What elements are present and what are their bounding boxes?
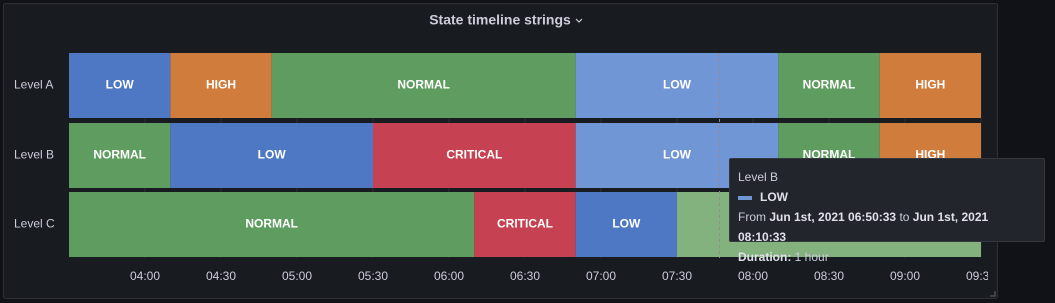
to-label: to: [899, 210, 910, 224]
tooltip-duration: Duration: 1 hour: [738, 247, 1036, 267]
state-segment: [778, 53, 880, 118]
state-label: NORMAL: [803, 78, 856, 92]
duration-value: 1 hour: [794, 250, 829, 264]
state-label: HIGH: [915, 78, 945, 92]
x-tick-label: 07:00: [586, 269, 616, 283]
from-label: From: [738, 210, 766, 224]
x-tick-label: 04:30: [206, 269, 236, 283]
state-segment: [879, 53, 981, 118]
tooltip: Level B LOW From Jun 1st, 2021 06:50:33 …: [729, 158, 1045, 264]
state-segment: [575, 192, 677, 257]
x-tick-label: 08:00: [738, 269, 768, 283]
state-label: LOW: [663, 148, 692, 162]
state-label: LOW: [258, 148, 287, 162]
state-label: NORMAL: [397, 78, 450, 92]
x-tick-label: 06:30: [510, 269, 540, 283]
x-tick-label: 05:00: [282, 269, 312, 283]
state-segment: [474, 192, 576, 257]
state-label: HIGH: [206, 78, 236, 92]
state-segment: [575, 53, 779, 118]
tooltip-swatch: [738, 195, 752, 200]
duration-label: Duration:: [738, 250, 792, 264]
x-tick-label: 06:00: [434, 269, 464, 283]
x-tick-label: 07:30: [662, 269, 692, 283]
state-segment: [170, 123, 373, 188]
x-tick-label: 08:30: [814, 269, 844, 283]
tooltip-state-name: LOW: [760, 190, 788, 204]
state-label: LOW: [663, 78, 692, 92]
row-label: Level C: [14, 217, 55, 231]
state-label: LOW: [106, 78, 135, 92]
x-tick-label: 05:30: [358, 269, 388, 283]
state-label: NORMAL: [245, 217, 298, 231]
x-tick-label: 09:30: [966, 269, 996, 283]
x-tick-label: 04:00: [130, 269, 160, 283]
tooltip-state: LOW: [738, 187, 1036, 207]
x-tick-label: 09:00: [890, 269, 920, 283]
state-label: CRITICAL: [497, 217, 553, 231]
state-segment: [373, 123, 576, 188]
resize-handle[interactable]: [990, 291, 996, 297]
state-segment: [170, 53, 272, 118]
tooltip-range: From Jun 1st, 2021 06:50:33 to Jun 1st, …: [738, 207, 1036, 247]
tooltip-row: Level B: [738, 170, 779, 184]
to-time: Jun 1st, 2021 08:10:33: [738, 210, 989, 244]
panel-title[interactable]: State timeline strings: [429, 12, 571, 28]
plot: 04:00 04:30 05:00 05:30 06:00 06:30 07:00 07:30…: [69, 53, 996, 283]
row-label: Level A: [14, 78, 53, 92]
state-label: CRITICAL: [446, 148, 502, 162]
row-label: Level B: [14, 148, 54, 162]
from-time: Jun 1st, 2021 06:50:33: [769, 210, 897, 224]
state-label: LOW: [612, 217, 641, 231]
state-segment: [69, 53, 171, 118]
state-label: NORMAL: [93, 148, 146, 162]
state-segment: [69, 192, 475, 257]
title-menu-icon[interactable]: [575, 18, 583, 23]
state-segment: [271, 53, 576, 118]
state-segment: [69, 123, 171, 188]
